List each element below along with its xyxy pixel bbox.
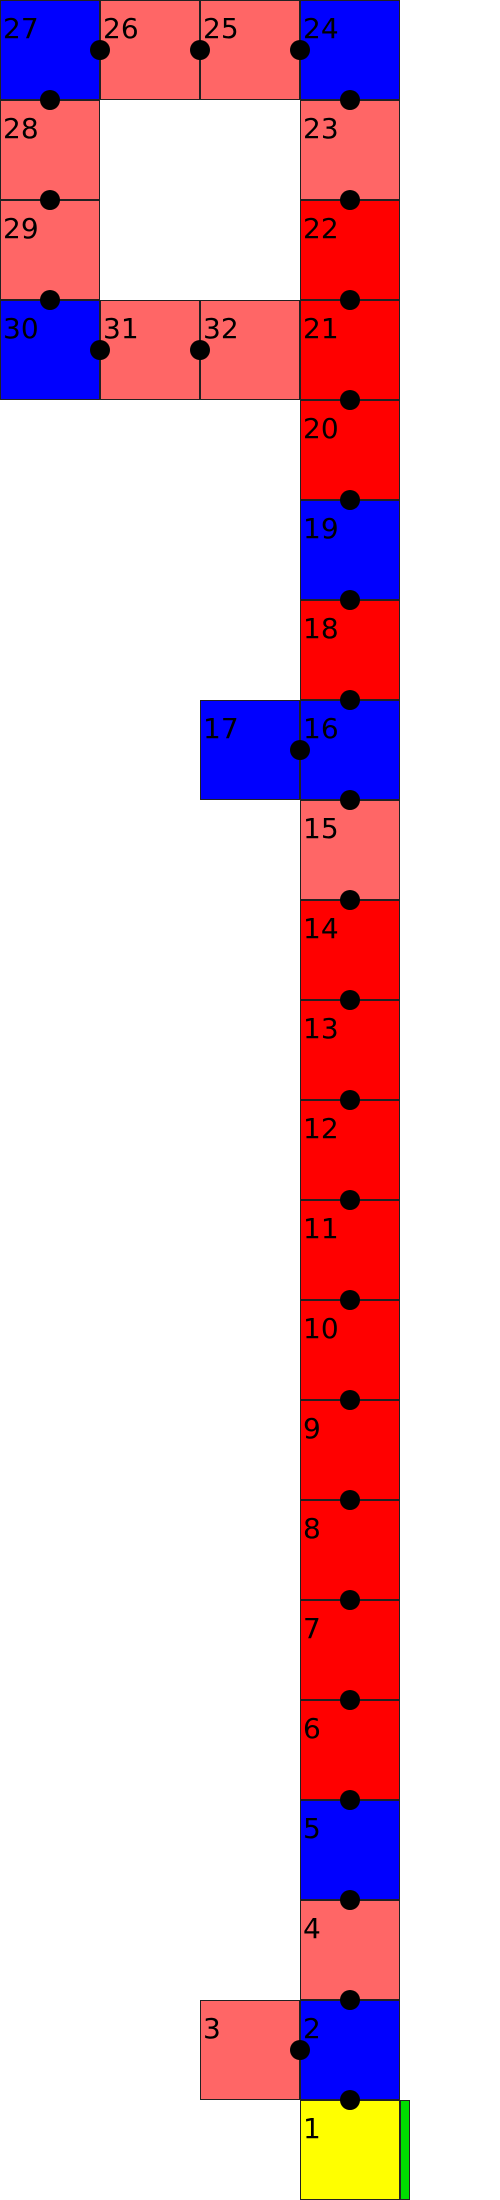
cell-11: 11 — [300, 1200, 400, 1300]
cell-5: 5 — [300, 1800, 400, 1900]
cell-number: 19 — [303, 512, 339, 545]
cell-number: 18 — [303, 612, 339, 645]
connector-dot — [340, 2090, 360, 2110]
connector-dot — [340, 1890, 360, 1910]
cell-number: 1 — [303, 2112, 321, 2145]
cell-number: 14 — [303, 912, 339, 945]
connector-dot — [340, 290, 360, 310]
cell-number: 3 — [203, 2012, 221, 2045]
goal-marker — [400, 2100, 410, 2200]
connector-dot — [340, 1590, 360, 1610]
cell-number: 5 — [303, 1812, 321, 1845]
cell-number: 26 — [103, 12, 139, 45]
cell-number: 8 — [303, 1512, 321, 1545]
cell-1: 1 — [300, 2100, 400, 2200]
connector-dot — [340, 1990, 360, 2010]
cell-31: 31 — [100, 300, 200, 400]
connector-dot — [340, 1090, 360, 1110]
cell-number: 16 — [303, 712, 339, 745]
connector-dot — [340, 790, 360, 810]
cell-number: 7 — [303, 1612, 321, 1645]
cell-23: 23 — [300, 100, 400, 200]
connector-dot — [90, 340, 110, 360]
connector-dot — [90, 40, 110, 60]
cell-number: 23 — [303, 112, 339, 145]
cell-13: 13 — [300, 1000, 400, 1100]
cell-17: 17 — [200, 700, 300, 800]
cell-4: 4 — [300, 1900, 400, 2000]
cell-19: 19 — [300, 500, 400, 600]
connector-dot — [190, 340, 210, 360]
cell-number: 20 — [303, 412, 339, 445]
cell-22: 22 — [300, 200, 400, 300]
cell-6: 6 — [300, 1700, 400, 1800]
connector-dot — [340, 1290, 360, 1310]
connector-dot — [340, 1690, 360, 1710]
cell-25: 25 — [200, 0, 300, 100]
cell-18: 18 — [300, 600, 400, 700]
connector-dot — [290, 2040, 310, 2060]
cell-number: 31 — [103, 312, 139, 345]
connector-dot — [340, 190, 360, 210]
connector-dot — [340, 1390, 360, 1410]
connector-dot — [340, 690, 360, 710]
cell-28: 28 — [0, 100, 100, 200]
connector-dot — [290, 40, 310, 60]
cell-number: 29 — [3, 212, 39, 245]
connector-dot — [290, 740, 310, 760]
connector-dot — [40, 290, 60, 310]
cell-27: 27 — [0, 0, 100, 100]
cell-number: 32 — [203, 312, 239, 345]
cell-14: 14 — [300, 900, 400, 1000]
cell-20: 20 — [300, 400, 400, 500]
cell-number: 24 — [303, 12, 339, 45]
cell-number: 22 — [303, 212, 339, 245]
cell-number: 21 — [303, 312, 339, 345]
cell-number: 30 — [3, 312, 39, 345]
connector-dot — [340, 1190, 360, 1210]
connector-dot — [340, 590, 360, 610]
cell-number: 11 — [303, 1212, 339, 1245]
connector-dot — [340, 890, 360, 910]
cell-8: 8 — [300, 1500, 400, 1600]
cell-24: 24 — [300, 0, 400, 100]
connector-dot — [340, 390, 360, 410]
cell-12: 12 — [300, 1100, 400, 1200]
connector-dot — [340, 1490, 360, 1510]
cell-2: 2 — [300, 2000, 400, 2100]
connector-dot — [340, 90, 360, 110]
cell-number: 6 — [303, 1712, 321, 1745]
cell-number: 25 — [203, 12, 239, 45]
connector-dot — [40, 90, 60, 110]
cell-number: 13 — [303, 1012, 339, 1045]
connector-dot — [340, 1790, 360, 1810]
cell-30: 30 — [0, 300, 100, 400]
cell-21: 21 — [300, 300, 400, 400]
cell-number: 17 — [203, 712, 239, 745]
cell-3: 3 — [200, 2000, 300, 2100]
cell-number: 28 — [3, 112, 39, 145]
cell-9: 9 — [300, 1400, 400, 1500]
cell-number: 10 — [303, 1312, 339, 1345]
cell-number: 12 — [303, 1112, 339, 1145]
cell-number: 4 — [303, 1912, 321, 1945]
cell-number: 15 — [303, 812, 339, 845]
connector-dot — [340, 490, 360, 510]
cell-29: 29 — [0, 200, 100, 300]
connector-dot — [340, 990, 360, 1010]
cell-10: 10 — [300, 1300, 400, 1400]
cell-26: 26 — [100, 0, 200, 100]
cell-15: 15 — [300, 800, 400, 900]
connector-dot — [190, 40, 210, 60]
cell-7: 7 — [300, 1600, 400, 1700]
cell-number: 9 — [303, 1412, 321, 1445]
connector-dot — [40, 190, 60, 210]
cell-32: 32 — [200, 300, 300, 400]
cell-16: 16 — [300, 700, 400, 800]
cell-number: 27 — [3, 12, 39, 45]
cell-number: 2 — [303, 2012, 321, 2045]
